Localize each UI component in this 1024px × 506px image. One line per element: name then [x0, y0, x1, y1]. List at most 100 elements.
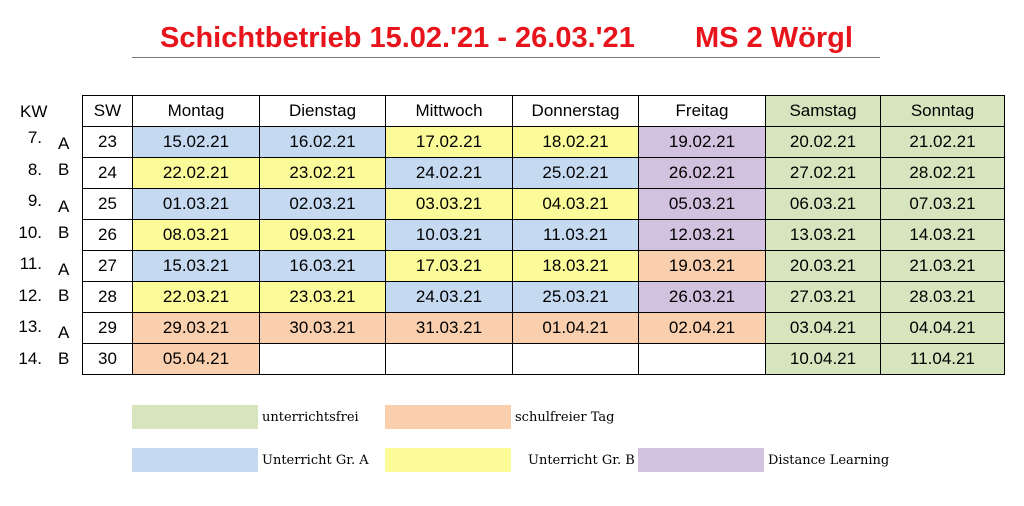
table-row: 26 08.03.21 09.03.21 10.03.21 11.03.21 12.03.… — [82, 219, 1005, 251]
date-cell: 13.03.21 — [765, 219, 881, 251]
date-cell: 31.03.21 — [385, 312, 513, 344]
legend-label-unterricht-b: Unterricht Gr. B — [528, 453, 635, 468]
date-cell: 19.02.21 — [638, 126, 766, 158]
date-cell: 20.02.21 — [765, 126, 881, 158]
date-cell: 05.03.21 — [638, 188, 766, 220]
date-cell: 22.03.21 — [132, 281, 260, 313]
date-cell: 02.03.21 — [259, 188, 386, 220]
legend-label-unterricht-a: Unterricht Gr. A — [262, 453, 369, 468]
date-cell: 20.03.21 — [765, 250, 881, 282]
date-cell: 07.03.21 — [880, 188, 1005, 220]
legend-swatch-unterricht-a — [132, 448, 258, 472]
legend-swatch-schulfreier-tag — [385, 405, 511, 429]
kw-number: 14. — [18, 348, 42, 368]
date-cell: 11.04.21 — [880, 343, 1005, 375]
kw-group: B — [58, 285, 70, 305]
sw-cell: 30 — [82, 343, 133, 375]
date-cell: 04.04.21 — [880, 312, 1005, 344]
day-header: Dienstag — [259, 95, 386, 127]
sw-header: SW — [82, 95, 133, 127]
date-cell: 24.02.21 — [385, 157, 513, 189]
table-row: 28 22.03.21 23.03.21 24.03.21 25.03.21 26.03.… — [82, 281, 1005, 313]
table-row: 30 05.04.21 10.04.21 11.04.21 — [82, 343, 1005, 375]
legend-label-unterrichtsfrei: unterrichtsfrei — [262, 410, 359, 425]
kw-number: 9. — [27, 191, 42, 210]
date-cell: 01.03.21 — [132, 188, 260, 220]
date-cell: 10.04.21 — [765, 343, 881, 375]
date-cell: 19.03.21 — [638, 250, 766, 282]
date-cell: 11.03.21 — [512, 219, 639, 251]
day-header: Samstag — [765, 95, 881, 127]
title-underline — [132, 57, 880, 58]
header-row: SW Montag Dienstag Mittwoch Donnerstag F… — [82, 95, 1005, 127]
day-header: Mittwoch — [385, 95, 513, 127]
date-cell — [638, 343, 766, 375]
kw-group: A — [58, 197, 70, 216]
table-row: 24 22.02.21 23.02.21 24.02.21 25.02.21 26.02.… — [82, 157, 1005, 189]
date-cell: 29.03.21 — [132, 312, 260, 344]
date-cell: 15.02.21 — [132, 126, 260, 158]
date-cell: 14.03.21 — [880, 219, 1005, 251]
date-cell: 28.02.21 — [880, 157, 1005, 189]
date-cell: 24.03.21 — [385, 281, 513, 313]
day-header: Sonntag — [880, 95, 1005, 127]
kw-number: 11. — [19, 254, 42, 273]
date-cell: 15.03.21 — [132, 250, 260, 282]
legend-swatch-distance-learning — [638, 448, 764, 472]
sw-cell: 28 — [82, 281, 133, 313]
sw-cell: 26 — [82, 219, 133, 251]
date-cell: 26.03.21 — [638, 281, 766, 313]
date-cell: 21.03.21 — [880, 250, 1005, 282]
kw-group: A — [58, 134, 70, 153]
date-cell: 30.03.21 — [259, 312, 386, 344]
date-cell: 03.03.21 — [385, 188, 513, 220]
date-cell: 09.03.21 — [259, 219, 386, 251]
date-cell: 02.04.21 — [638, 312, 766, 344]
date-cell: 12.03.21 — [638, 219, 766, 251]
legend-label-distance-learning: Distance Learning — [768, 453, 890, 468]
sw-cell: 29 — [82, 312, 133, 344]
legend-swatch-unterricht-b — [385, 448, 511, 472]
date-cell: 23.02.21 — [259, 157, 386, 189]
date-cell: 23.03.21 — [259, 281, 386, 313]
kw-number: 7. — [27, 128, 42, 147]
date-cell: 10.03.21 — [385, 219, 513, 251]
date-cell: 08.03.21 — [132, 219, 260, 251]
table-row: 23 15.02.21 16.02.21 17.02.21 18.02.21 19.02.… — [82, 126, 1005, 158]
date-cell — [512, 343, 639, 375]
kw-number: 12. — [18, 285, 42, 305]
sw-cell: 23 — [82, 126, 133, 158]
kw-header: KW — [20, 102, 48, 121]
date-cell: 25.03.21 — [512, 281, 639, 313]
table-row: 29 29.03.21 30.03.21 31.03.21 01.04.21 02.04.… — [82, 312, 1005, 344]
day-header: Donnerstag — [512, 95, 639, 127]
schedule-table: SW Montag Dienstag Mittwoch Donnerstag F… — [82, 95, 1005, 375]
kw-group: A — [58, 260, 70, 279]
sw-cell: 24 — [82, 157, 133, 189]
kw-group: B — [58, 159, 70, 179]
date-cell: 22.02.21 — [132, 157, 260, 189]
date-cell: 17.02.21 — [385, 126, 513, 158]
date-cell: 27.02.21 — [765, 157, 881, 189]
date-cell: 28.03.21 — [880, 281, 1005, 313]
date-cell: 27.03.21 — [765, 281, 881, 313]
date-cell: 05.04.21 — [132, 343, 260, 375]
day-header: Freitag — [638, 95, 766, 127]
kw-number: 8. — [27, 159, 42, 179]
legend-label-schulfreier-tag: schulfreier Tag — [515, 410, 615, 425]
date-cell — [385, 343, 513, 375]
sw-cell: 25 — [82, 188, 133, 220]
day-header: Montag — [132, 95, 260, 127]
kw-group: A — [58, 323, 70, 342]
date-cell: 16.03.21 — [259, 250, 386, 282]
table-row: 27 15.03.21 16.03.21 17.03.21 18.03.21 19.03.… — [82, 250, 1005, 282]
legend-swatch-unterrichtsfrei — [132, 405, 258, 429]
date-cell: 21.02.21 — [880, 126, 1005, 158]
date-cell — [259, 343, 386, 375]
date-cell: 18.02.21 — [512, 126, 639, 158]
date-cell: 25.02.21 — [512, 157, 639, 189]
date-cell: 01.04.21 — [512, 312, 639, 344]
date-cell: 26.02.21 — [638, 157, 766, 189]
kw-group: B — [58, 222, 70, 242]
page-title: Schichtbetrieb 15.02.'21 - 26.03.'21 MS … — [160, 22, 853, 55]
